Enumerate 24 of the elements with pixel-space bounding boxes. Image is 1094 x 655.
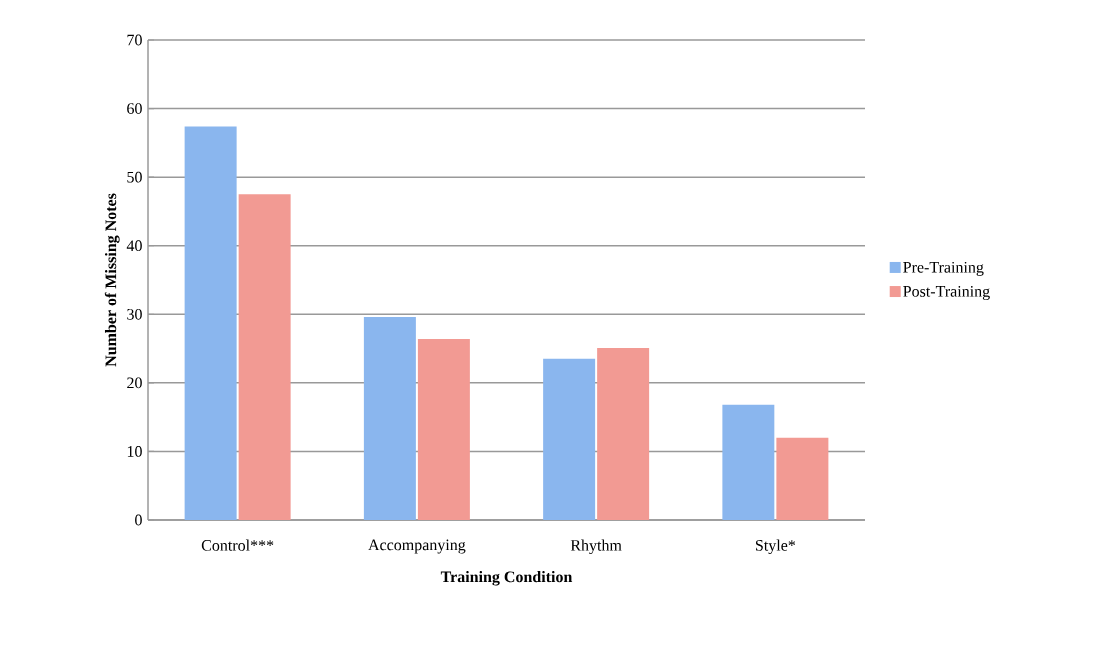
y-tick-label: 70	[127, 34, 142, 46]
y-tick-label: 10	[127, 446, 142, 457]
x-tick-label: Accompanying	[368, 539, 466, 554]
y-tick-label: 0	[135, 514, 142, 526]
y-tick-label: 20	[127, 377, 142, 389]
bar	[417, 338, 470, 520]
bar	[184, 126, 237, 520]
bar	[597, 347, 650, 520]
legend-label: Pre-Training	[903, 261, 984, 276]
bar	[722, 404, 775, 520]
y-tick-label: 30	[127, 308, 142, 320]
y-tick-label: 60	[127, 103, 142, 114]
bar	[776, 437, 829, 520]
bar	[363, 317, 416, 520]
y-tick-label: 40	[126, 240, 142, 252]
bar	[238, 194, 291, 520]
x-tick-label: Control***	[201, 539, 274, 551]
y-axis-title: Number of Missing Notes	[104, 193, 120, 367]
legend-label: Post-Training	[903, 286, 990, 301]
y-tick-label: 50	[127, 171, 142, 183]
x-tick-label: Style*	[756, 539, 796, 555]
x-axis-title: Training Condition	[440, 570, 573, 586]
bar	[543, 358, 596, 520]
x-tick-label: Rhythm	[570, 539, 622, 555]
